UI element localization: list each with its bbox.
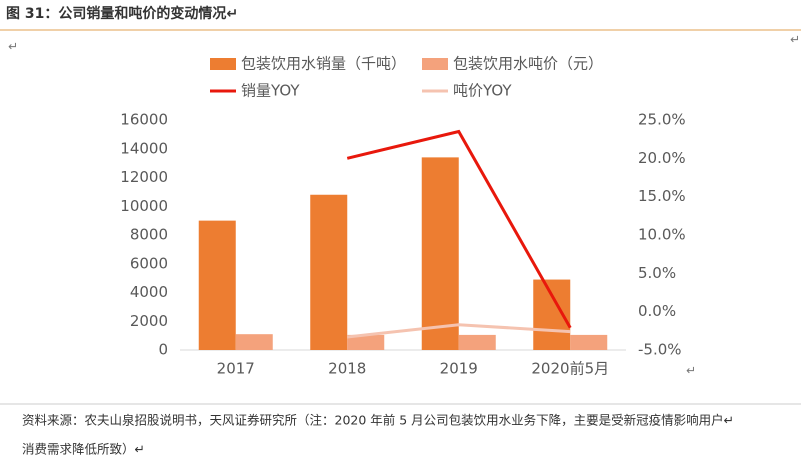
- bar: [533, 279, 571, 350]
- source-line: 资料来源：农夫山泉招股说明书，天风证券研究所（注：2020 年前 5 月公司包装…: [22, 413, 734, 428]
- y-tick-label: 12000: [120, 168, 168, 186]
- bar: [198, 220, 236, 350]
- y-tick-label: 6000: [130, 254, 168, 272]
- y2-tick-label: 25.0%: [638, 111, 686, 129]
- y2-tick-label: 0.0%: [638, 302, 676, 320]
- legend-swatch: [210, 58, 236, 70]
- y-tick-label: 4000: [130, 283, 168, 301]
- y-tick-label: 14000: [120, 139, 168, 157]
- legend-swatch: [422, 58, 448, 70]
- y2-tick-label: 15.0%: [638, 187, 686, 205]
- bar: [421, 157, 459, 350]
- y2-tick-label: 5.0%: [638, 264, 676, 282]
- legend-label: 吨价YOY: [453, 82, 512, 100]
- y2-tick-label: -5.0%: [638, 341, 682, 359]
- y-tick-label: 2000: [130, 312, 168, 330]
- bar: [347, 334, 385, 350]
- x-tick-label: 2020前5月: [531, 360, 609, 378]
- legend-label: 销量YOY: [241, 82, 300, 100]
- bar: [458, 334, 496, 350]
- y2-tick-label: 20.0%: [638, 149, 686, 167]
- y2-tick-label: 10.0%: [638, 226, 686, 244]
- bar: [235, 334, 273, 350]
- legend-label: 包装饮用水吨价（元）: [453, 55, 603, 73]
- y-tick-label: 8000: [130, 226, 168, 244]
- y-tick-label: 16000: [120, 111, 168, 129]
- x-tick-label: 2019: [440, 360, 478, 378]
- bar: [570, 334, 608, 350]
- figure-title: 图 31：公司销量和吨价的变动情况↵: [6, 5, 238, 22]
- source-line: 消费需求降低所致）↵: [22, 442, 145, 457]
- legend-label: 包装饮用水销量（千吨）: [241, 55, 406, 73]
- x-tick-label: 2018: [328, 360, 366, 378]
- line: [346, 129, 572, 329]
- paragraph-mark: ↵: [8, 40, 18, 54]
- x-tick-label: 2017: [217, 360, 255, 378]
- y-tick-label: 10000: [120, 197, 168, 215]
- paragraph-mark: ↵: [686, 364, 696, 378]
- bar: [310, 194, 348, 350]
- paragraph-mark: ↵: [790, 33, 800, 47]
- y-tick-label: 0: [158, 341, 168, 359]
- line: [347, 323, 571, 339]
